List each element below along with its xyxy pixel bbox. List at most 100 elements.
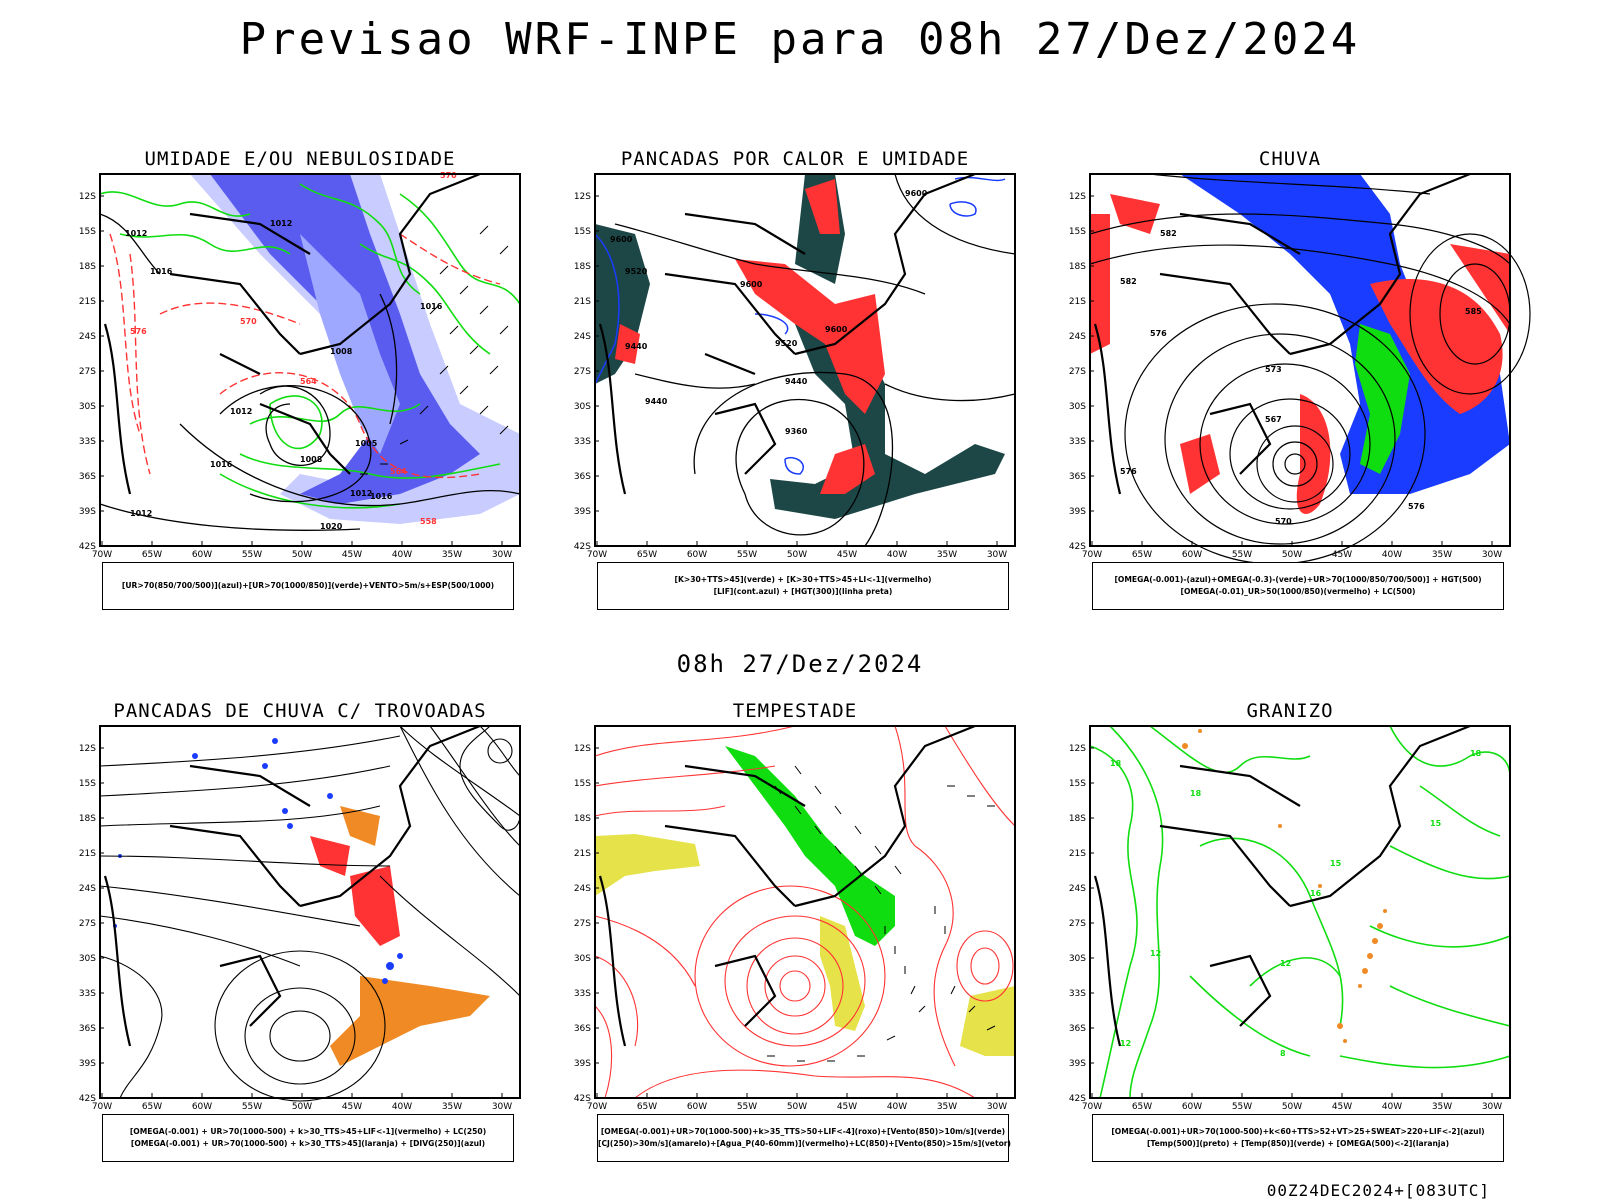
panel-umidade: UMIDADE E/OU NEBULOSIDADE — [79, 148, 521, 628]
map-labels: 1012 1012 1016 1012 1008 1005 1012 1016 … — [125, 171, 457, 531]
lon-tick-label: 55W — [737, 1102, 757, 1112]
svg-text:15: 15 — [1330, 859, 1342, 868]
svg-text:12: 12 — [1150, 949, 1161, 958]
thickness-red-dashed — [109, 233, 501, 479]
lat-tick-label: 12S — [1069, 744, 1086, 754]
lon-tick-label: 50W — [787, 1102, 807, 1112]
svg-text:570: 570 — [440, 171, 457, 180]
svg-text:8: 8 — [1280, 1049, 1286, 1058]
jet250-yellow-area — [595, 834, 700, 896]
lat-tick-label: 39S — [574, 507, 591, 517]
thunder-orange-area — [330, 976, 490, 1066]
panel-title: UMIDADE E/OU NEBULOSIDADE — [144, 148, 456, 170]
svg-text:1005: 1005 — [355, 439, 378, 448]
panel-tempestade: TEMPESTADE 12S 15S 18S 21S 24S 27S 30S 33S 36S 39… — [574, 700, 1016, 1180]
svg-text:12: 12 — [1120, 1039, 1131, 1048]
lat-tick-label: 21S — [574, 849, 591, 859]
panel-pancadas-calor: PANCADAS POR CALOR E UMIDADE 9600 9600 — [574, 148, 1016, 628]
jet250-yellow-area — [820, 916, 865, 1031]
lon-tick-label: 30W — [492, 1102, 512, 1112]
lat-tick-label: 24S — [79, 884, 96, 894]
lat-tick-label: 30S — [79, 402, 96, 412]
panel-title: TEMPESTADE — [732, 700, 858, 722]
svg-text:16: 16 — [1310, 889, 1322, 898]
svg-text:9600: 9600 — [825, 325, 848, 334]
omega-green-area — [1355, 324, 1410, 474]
svg-text:585: 585 — [1465, 307, 1482, 316]
lon-tick-label: 65W — [1132, 1102, 1152, 1112]
lat-tick-label: 42S — [574, 1094, 591, 1104]
lat-tick-label: 15S — [574, 227, 591, 237]
lon-tick-label: 35W — [937, 1102, 957, 1112]
svg-text:582: 582 — [1160, 229, 1177, 238]
main-title: Previsao WRF-INPE para 08h 27/Dez/2024 — [239, 14, 1361, 65]
hgt300-black-contours — [614, 173, 1016, 547]
map-chuva: 582 582 576 576 573 567 570 576 585 12S 1… — [1069, 172, 1531, 565]
svg-text:567: 567 — [1265, 415, 1282, 424]
svg-text:1016: 1016 — [370, 492, 393, 501]
lon-tick-label: 40W — [1382, 1102, 1402, 1112]
svg-text:576: 576 — [1120, 467, 1137, 476]
omega-red-area — [1370, 279, 1503, 414]
lat-tick-label: 12S — [574, 192, 591, 202]
lat-tick-label: 21S — [79, 297, 96, 307]
map-pancadas-trovoadas: 12S 15S 18S 21S 24S 27S 30S 33S 36S 39S 42S 70W 65W… — [79, 724, 521, 1112]
lat-tick-label: 36S — [1069, 1024, 1086, 1034]
lat-tick-label: 42S — [574, 542, 591, 552]
svg-text:9440: 9440 — [625, 342, 648, 351]
run-timestamp: 00Z24DEC2024+[083UTC] — [1266, 1181, 1490, 1200]
lon-tick-label: 70W — [1082, 550, 1102, 560]
lat-tick-label: 24S — [1069, 884, 1086, 894]
lon-tick-label: 55W — [242, 550, 262, 560]
lat-tick-label: 42S — [79, 1094, 96, 1104]
lon-tick-label: 65W — [637, 550, 657, 560]
svg-text:9440: 9440 — [785, 377, 808, 386]
lat-tick-label: 15S — [1069, 227, 1086, 237]
lat-tick-label: 30S — [574, 402, 591, 412]
lat-tick-label: 27S — [79, 919, 96, 929]
divg250-blue-marks — [113, 738, 403, 984]
lat-tick-label: 18S — [574, 262, 591, 272]
lon-tick-label: 55W — [1232, 1102, 1252, 1112]
k-tts-li-red-area — [735, 259, 885, 414]
lon-tick-label: 50W — [1282, 550, 1302, 560]
svg-text:582: 582 — [1120, 277, 1137, 286]
lat-tick-label: 12S — [79, 192, 96, 202]
lon-tick-label: 35W — [442, 1102, 462, 1112]
lat-tick-label: 33S — [574, 437, 591, 447]
panel-legend: [K>30+TTS>45](verde) + [K>30+TTS>45+LI<-… — [597, 562, 1009, 610]
lon-tick-label: 45W — [342, 550, 362, 560]
lon-tick-label: 30W — [492, 550, 512, 560]
lat-tick-label: 18S — [79, 814, 96, 824]
thunder-orange-area — [340, 806, 380, 846]
lon-tick-label: 50W — [292, 1102, 312, 1112]
lon-tick-label: 40W — [887, 550, 907, 560]
svg-text:1016: 1016 — [150, 267, 173, 276]
lon-tick-label: 55W — [1232, 550, 1252, 560]
coastline-borders — [103, 724, 481, 1047]
lat-tick-label: 36S — [1069, 472, 1086, 482]
thunder-red-area — [350, 866, 400, 946]
svg-text:558: 558 — [420, 517, 437, 526]
k-tts-li-red-area — [615, 324, 640, 364]
lat-tick-label: 36S — [79, 472, 96, 482]
lat-tick-label: 21S — [79, 849, 96, 859]
lon-tick-label: 70W — [92, 550, 112, 560]
lat-tick-label: 39S — [1069, 1059, 1086, 1069]
lat-tick-label: 12S — [1069, 192, 1086, 202]
lat-tick-label: 36S — [574, 472, 591, 482]
panel-legend: [OMEGA(-0.001)+UR>70(1000-500)+k>35_TTS>… — [597, 1114, 1011, 1162]
svg-text:573: 573 — [1265, 365, 1282, 374]
svg-text:1012: 1012 — [130, 509, 152, 518]
pressure-black-contours — [99, 213, 521, 531]
lon-tick-label: 30W — [1482, 550, 1502, 560]
lat-tick-label: 18S — [79, 262, 96, 272]
lon-tick-label: 70W — [1082, 1102, 1102, 1112]
lon-tick-label: 70W — [587, 1102, 607, 1112]
lat-tick-label: 30S — [1069, 954, 1086, 964]
lat-tick-label: 30S — [79, 954, 96, 964]
lon-tick-label: 60W — [687, 1102, 707, 1112]
lat-tick-label: 39S — [79, 1059, 96, 1069]
lat-tick-label: 39S — [574, 1059, 591, 1069]
lat-tick-label: 33S — [574, 989, 591, 999]
